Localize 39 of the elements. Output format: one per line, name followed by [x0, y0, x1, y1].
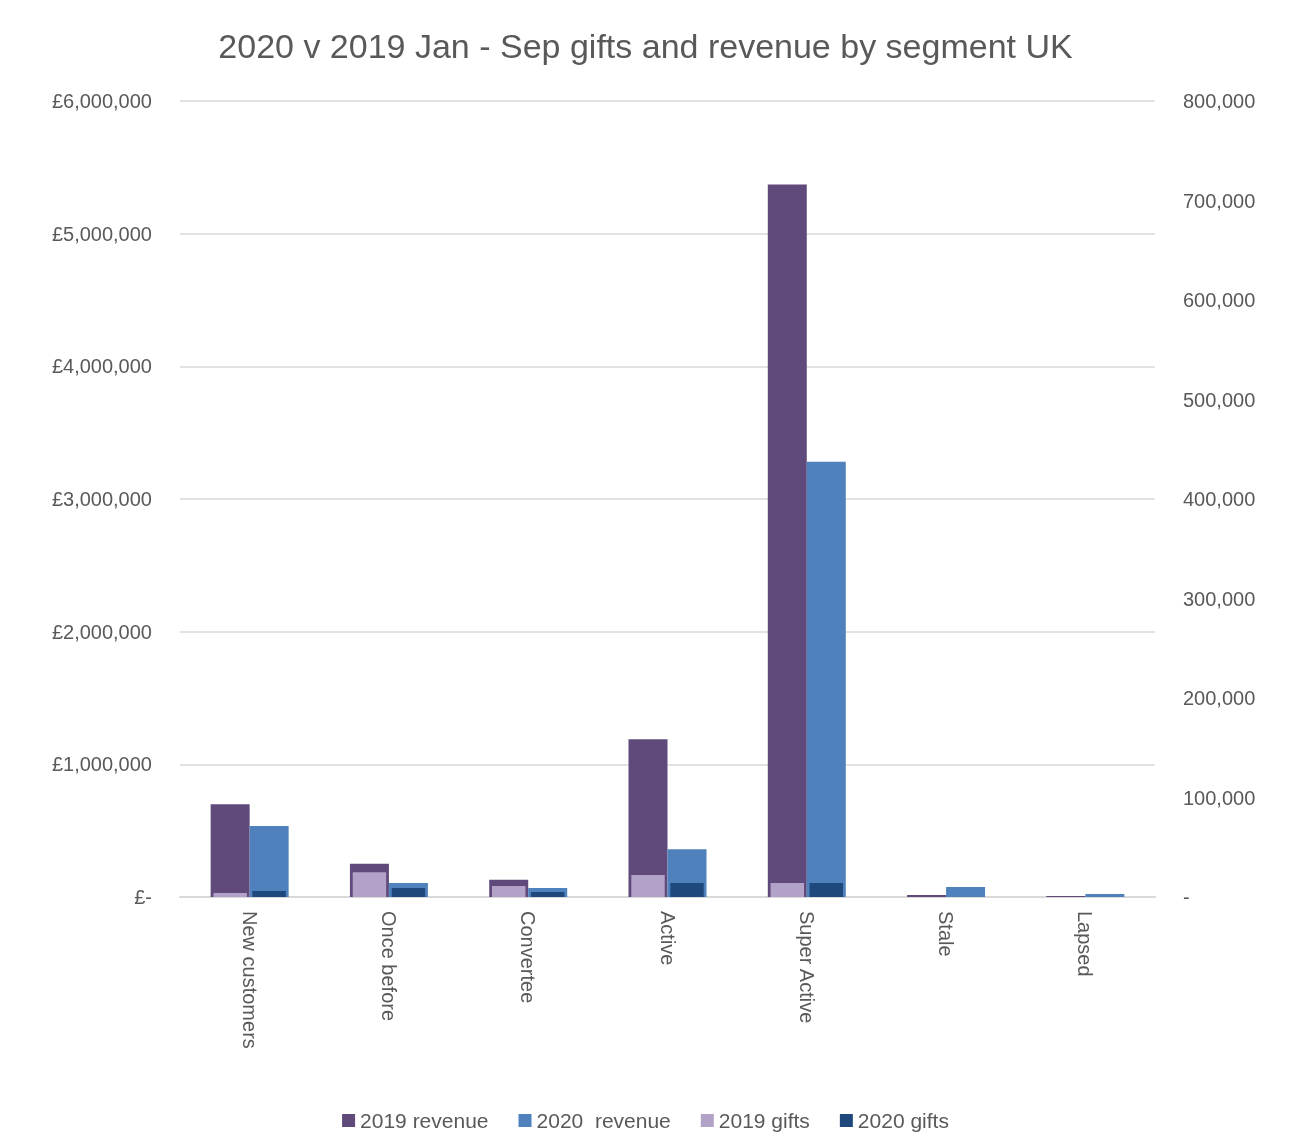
y2-tick-label: 400,000 — [1183, 488, 1256, 510]
y2-tick-label: 600,000 — [1183, 289, 1256, 311]
x-tick-label: Super Active — [795, 911, 818, 1024]
y-tick-label: £5,000,000 — [51, 222, 152, 245]
bar — [770, 883, 805, 897]
x-tick-label: Active — [656, 911, 679, 966]
x-tick-label: Stale — [935, 911, 958, 957]
y2-tick-label: 200,000 — [1183, 687, 1256, 709]
bar — [767, 184, 807, 897]
y-tick-label: £4,000,000 — [51, 355, 152, 378]
bar — [946, 887, 986, 897]
bar — [249, 826, 289, 897]
bar — [670, 883, 704, 897]
y-tick-label: £1,000,000 — [51, 753, 152, 776]
y2-tick-label: 700,000 — [1183, 189, 1256, 212]
legend-label: 2020 revenue — [536, 1109, 671, 1132]
bar — [1085, 894, 1125, 897]
y2-tick-label: 300,000 — [1183, 587, 1256, 610]
y2-tick-label: 100,000 — [1183, 786, 1256, 809]
x-tick-label: Lapsed — [1074, 911, 1097, 977]
y2-tick-label: 500,000 — [1183, 388, 1256, 411]
y2-tick-label: 800,000 — [1183, 90, 1256, 112]
y-tick-label: £6,000,000 — [51, 90, 152, 112]
x-tick-label: Once before — [377, 911, 400, 1022]
legend-label: 2020 gifts — [857, 1109, 949, 1132]
x-tick-label: Convertee — [517, 911, 540, 1004]
bar — [213, 893, 247, 897]
x-tick-label: New customers — [238, 911, 261, 1049]
y-tick-label: £- — [134, 886, 152, 908]
legend-label: 2019 gifts — [718, 1109, 810, 1132]
bar — [210, 804, 250, 897]
bar — [806, 461, 846, 897]
y2-tick-label: - — [1183, 886, 1190, 908]
chart-title: 2020 v 2019 Jan - Sep gifts and revenue by segment UK — [218, 27, 1073, 65]
bar — [252, 891, 286, 897]
bar — [809, 883, 843, 897]
y-tick-label: £3,000,000 — [51, 488, 152, 510]
legend-label: 2019 revenue — [360, 1109, 489, 1132]
y-tick-label: £2,000,000 — [51, 620, 152, 643]
